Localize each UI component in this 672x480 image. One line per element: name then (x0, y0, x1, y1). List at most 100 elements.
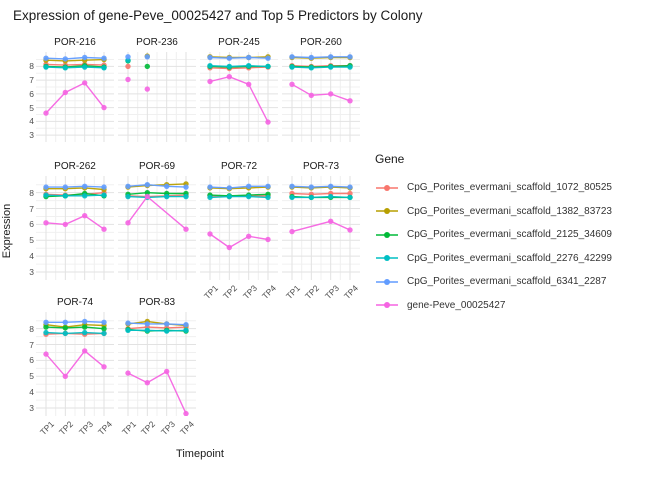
series-line (45, 192, 105, 198)
y-tick-label: 7 (29, 203, 34, 214)
x-axis-ticks: TP1 TP2 TP3 TP4 (200, 280, 278, 310)
data-point (101, 319, 107, 325)
data-point (101, 65, 107, 71)
series-line (209, 66, 269, 70)
data-point (308, 92, 314, 98)
data-point (226, 185, 232, 191)
series-line (209, 75, 269, 123)
data-point (289, 194, 295, 201)
x-axis-ticks: TP1 TP2 TP3 TP4 (118, 416, 196, 446)
data-point (226, 244, 232, 251)
x-tick-label: TP3 (322, 283, 341, 302)
series-line (45, 66, 105, 69)
series-line (291, 192, 350, 196)
series-line (209, 64, 269, 68)
facet-panel (118, 176, 196, 280)
data-point (308, 184, 314, 190)
data-point (144, 182, 150, 188)
facet-panel (36, 312, 114, 416)
data-point (101, 330, 107, 337)
legend-key-icon (376, 302, 398, 309)
series-line (45, 82, 105, 114)
data-point (207, 184, 213, 190)
plot-title: Expression of gene-Peve_00025427 and Top… (13, 8, 423, 23)
data-point (308, 65, 314, 71)
x-tick-label: TP2 (303, 283, 322, 302)
y-tick-label: 6 (29, 219, 34, 230)
data-point (125, 327, 131, 333)
x-tick-label: TP3 (76, 419, 95, 438)
y-tick-label: 4 (29, 387, 34, 398)
data-point (347, 184, 353, 190)
facet-strip-label: POR-73 (302, 161, 340, 172)
data-point (328, 183, 334, 189)
x-tick-label: TP4 (341, 283, 361, 302)
facet-POR-236: POR-236 (118, 36, 196, 142)
facet-strip-label: POR-74 (56, 297, 94, 308)
legend: Gene CpG_Porites_evermani_scaffold_1072_… (375, 152, 612, 317)
data-point (347, 194, 353, 201)
series-line (291, 56, 350, 59)
data-point (125, 183, 131, 189)
data-point (101, 226, 107, 232)
series-line (209, 193, 269, 197)
facet-strip-label: POR-236 (136, 37, 178, 48)
data-point (164, 193, 170, 200)
facet-strip-label: POR-69 (138, 161, 176, 172)
series-line (45, 194, 105, 197)
x-tick-label: TP2 (221, 283, 240, 302)
data-point (82, 80, 88, 86)
data-point (101, 364, 107, 370)
data-point (62, 319, 68, 325)
data-point (347, 190, 353, 197)
legend-label: gene-Peve_00025427 (407, 299, 506, 311)
legend-label: CpG_Porites_evermani_scaffold_6341_2287 (407, 276, 607, 288)
x-tick-label: TP3 (240, 283, 259, 302)
facet-POR-72: POR-72 TP1 TP2 TP3 TP4 (200, 160, 278, 310)
data-point (347, 64, 353, 70)
data-point (183, 322, 189, 328)
data-point (183, 193, 189, 200)
data-point (43, 55, 49, 61)
facet-panel (118, 52, 196, 142)
data-point (101, 192, 107, 198)
data-point (265, 183, 271, 189)
data-point (164, 328, 170, 334)
series-line (46, 320, 105, 324)
data-point (246, 193, 252, 200)
data-point (82, 193, 88, 199)
x-tick-label: TP1 (37, 419, 57, 438)
series-line (46, 187, 105, 191)
data-point (207, 78, 213, 85)
data-point (43, 351, 49, 357)
x-tick-label: TP4 (95, 419, 115, 438)
series-line (209, 186, 269, 190)
data-point (289, 54, 295, 60)
legend-entry: CpG_Porites_evermani_scaffold_2125_34609 (375, 223, 612, 247)
data-point (82, 183, 88, 189)
data-point (144, 190, 150, 196)
facet-row-3: 8 7 6 5 4 3 POR-74 TP1 TP2 TP3 TP4 POR-83 TP1 TP2 TP3 T… (22, 296, 200, 446)
series-line (127, 183, 187, 188)
y-tick-label: 3 (29, 267, 34, 278)
y-tick-label: 6 (29, 88, 34, 99)
facet-panel (282, 176, 360, 280)
series-line (291, 186, 351, 189)
data-point (125, 220, 131, 226)
x-tick-label: TP2 (57, 419, 76, 438)
facet-strip-label: POR-83 (138, 297, 176, 308)
data-point (183, 327, 189, 333)
data-point (328, 193, 334, 200)
data-point (62, 56, 68, 62)
facet-strip-label: POR-216 (54, 37, 96, 48)
data-point (43, 64, 49, 70)
data-point (43, 192, 49, 198)
series-line (209, 233, 269, 249)
data-point (289, 81, 295, 87)
series-line (45, 323, 105, 328)
y-tick-label: 8 (29, 187, 34, 198)
y-tick-label: 7 (29, 75, 34, 86)
series-line (46, 185, 105, 188)
x-tick-label: TP1 (283, 283, 303, 302)
